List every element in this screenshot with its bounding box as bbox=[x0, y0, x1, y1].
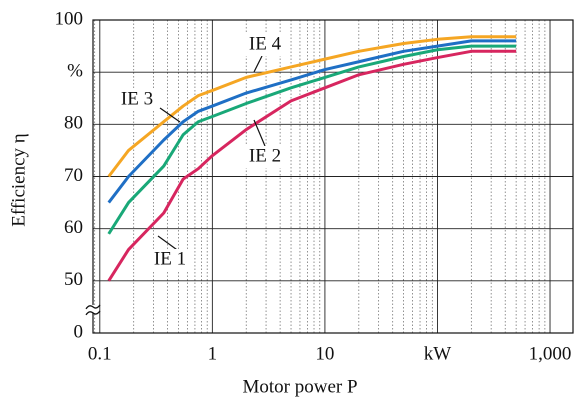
label-leader bbox=[159, 107, 181, 123]
x-axis-label: Motor power P bbox=[242, 376, 357, 397]
series-label: IE 3 bbox=[121, 88, 153, 109]
x-tick-label: 10 bbox=[315, 343, 334, 364]
y-tick-label: 0 bbox=[74, 321, 84, 342]
plot-frame bbox=[92, 19, 574, 334]
y-tick-label: 100 bbox=[55, 8, 84, 29]
label-bg bbox=[244, 146, 286, 168]
axis-break-gap bbox=[87, 304, 99, 313]
series-line bbox=[107, 44, 517, 235]
series-label: IE 4 bbox=[249, 33, 282, 54]
y-axis-label: Efficiency η bbox=[8, 133, 29, 226]
series-label: IE 2 bbox=[249, 145, 281, 166]
y-tick-label: 70 bbox=[64, 165, 83, 186]
label-bg bbox=[149, 249, 191, 271]
series-label: IE 1 bbox=[154, 248, 186, 269]
label-leader bbox=[253, 55, 263, 73]
series-line bbox=[107, 35, 517, 178]
x-tick-label: 1,000 bbox=[529, 343, 572, 364]
y-tick-label: 50 bbox=[64, 269, 83, 290]
axis-break bbox=[85, 310, 101, 316]
label-bg bbox=[244, 34, 286, 56]
series-line bbox=[107, 39, 517, 204]
label-leader bbox=[253, 119, 266, 147]
series-line bbox=[107, 49, 517, 282]
label-bg bbox=[116, 89, 158, 111]
x-tick-label: 0.1 bbox=[88, 343, 112, 364]
x-tick-label: 1 bbox=[208, 343, 218, 364]
y-tick-label: % bbox=[67, 61, 83, 82]
y-tick-label: 80 bbox=[64, 113, 83, 134]
x-tick-label: kW bbox=[424, 343, 452, 364]
y-tick-label: 60 bbox=[64, 217, 83, 238]
axis-break bbox=[85, 304, 101, 310]
